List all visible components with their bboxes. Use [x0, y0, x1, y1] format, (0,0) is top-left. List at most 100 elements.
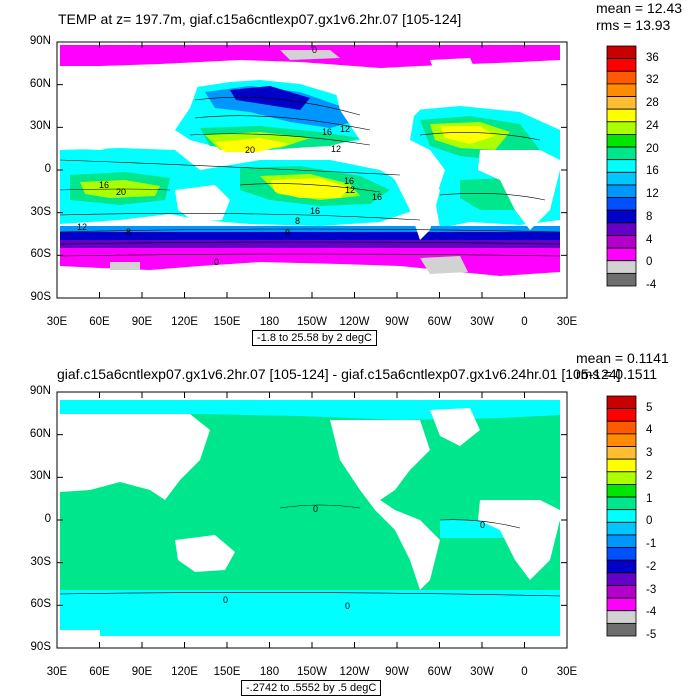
- colorbar-swatch: [606, 209, 637, 224]
- y-tick-label: 60N: [29, 427, 51, 440]
- x-tick-label: 60W: [427, 316, 452, 328]
- y-tick-label: 90N: [29, 35, 51, 47]
- y-tick-label: 30N: [29, 120, 51, 133]
- contour-label: 0: [312, 45, 317, 55]
- colorbar-swatch: [606, 146, 637, 161]
- colorbar-label: -5: [646, 629, 657, 641]
- colorbar-label: 20: [646, 142, 659, 155]
- colorbar-label: 28: [646, 97, 659, 110]
- colorbar-swatch: [606, 121, 637, 135]
- y-tick-label: 0: [44, 513, 51, 525]
- contour-label: 12: [77, 222, 87, 232]
- colorbar-label: 3: [646, 447, 653, 460]
- x-tick-label: 180: [259, 666, 280, 678]
- x-tick-label: 90E: [131, 316, 153, 328]
- panel1-map: [57, 42, 567, 298]
- colorbar-label: 0: [646, 515, 653, 528]
- colorbar-swatch: [606, 622, 637, 637]
- x-tick-label: 60W: [427, 666, 452, 678]
- colorbar-label: 4: [646, 424, 653, 437]
- colorbar-swatch: [606, 484, 637, 498]
- colorbar-swatch: [606, 496, 637, 511]
- colorbar-swatch: [606, 597, 637, 612]
- y-tick-label: 30S: [30, 205, 51, 218]
- x-tick-label: 0: [521, 666, 528, 678]
- contour-label: 12: [331, 144, 341, 154]
- colorbar-swatch: [606, 171, 637, 186]
- contour-label: 0: [345, 601, 350, 611]
- x-tick-label: 30E: [556, 666, 578, 678]
- x-tick-label: 0: [521, 316, 528, 328]
- colorbar-swatch: [606, 547, 637, 561]
- colorbar-swatch: [606, 509, 637, 523]
- x-tick-label: 30E: [556, 316, 578, 328]
- colorbar-label: -3: [646, 583, 657, 596]
- colorbar-swatch: [606, 534, 637, 548]
- colorbar-swatch: [606, 585, 637, 599]
- land-greenland: [430, 58, 480, 96]
- colorbar-label: 0: [646, 256, 653, 269]
- contour-label: 20: [116, 187, 126, 197]
- colorbar-label: 12: [646, 188, 659, 201]
- colorbar-label: 2: [646, 469, 653, 482]
- panel1-title: TEMP at z= 197.7m, giaf.c15a6cntlexp07.g…: [58, 11, 462, 27]
- panel1-rms: rms = 13.93: [596, 17, 671, 33]
- x-tick-label: 180: [259, 316, 280, 328]
- colorbar-swatch: [606, 159, 637, 173]
- x-tick-label: 30W: [470, 316, 494, 328]
- x-tick-label: 60E: [89, 666, 110, 678]
- x-tick-label: 120E: [171, 316, 198, 328]
- colorbar-label: 1: [646, 492, 653, 505]
- x-tick-label: 120W: [339, 666, 370, 678]
- contour-label: 16: [310, 206, 320, 216]
- colorbar-swatch: [606, 610, 637, 624]
- tropical-band: [60, 148, 415, 226]
- x-tick-label: 150E: [213, 316, 241, 328]
- contour-label: 16: [344, 176, 354, 186]
- x-tick-label: 90W: [385, 316, 409, 328]
- panel1-mean: mean = 12.43: [596, 0, 683, 16]
- panel2-contour-labels: 0 0 0 0: [223, 504, 485, 611]
- colorbar-swatch: [606, 395, 637, 410]
- contour-label: 8: [295, 216, 300, 226]
- contour-label: 0: [223, 595, 228, 605]
- x-tick-label: 150W: [296, 316, 328, 328]
- colorbar-swatch: [606, 521, 637, 536]
- colorbar-swatch: [606, 408, 637, 422]
- contour-label: 8: [126, 227, 131, 237]
- colorbar-label: -4: [646, 606, 657, 619]
- contour-label: 16: [99, 180, 109, 190]
- colorbar-label: 32: [646, 74, 659, 87]
- land-asia: [60, 66, 200, 150]
- colorbar-swatch: [606, 260, 637, 274]
- land-americas: [330, 68, 440, 240]
- y-tick-label: 90S: [30, 641, 51, 653]
- colorbar-swatch: [606, 45, 637, 60]
- contour-label: 0: [313, 504, 318, 514]
- panel1-contour-labels: 0 16 12 20 16 20 12 16 12 16 8 12 8 0 8 …: [77, 45, 382, 267]
- colorbar-swatch: [606, 247, 637, 262]
- colorbar-swatch: [606, 420, 637, 435]
- x-tick-label: 30W: [470, 666, 494, 678]
- colorbar-swatch: [606, 134, 637, 148]
- colorbar-label: 16: [646, 165, 659, 178]
- panel2-colorbar: [606, 395, 637, 637]
- colorbar-swatch: [606, 197, 637, 211]
- x-tick-label: 90W: [385, 666, 409, 678]
- y-tick-label: 90N: [29, 385, 51, 397]
- colorbar-swatch: [606, 235, 637, 249]
- colorbar-swatch: [606, 572, 637, 586]
- colorbar-swatch: [606, 184, 637, 198]
- colorbar-swatch: [606, 559, 637, 574]
- colorbar-label: 24: [646, 119, 659, 132]
- panel2-rms: rms = 0.1511: [576, 366, 658, 382]
- colorbar-swatch: [606, 108, 637, 123]
- x-tick-label: 30E: [46, 316, 68, 328]
- panel1-colorbar: [606, 45, 637, 287]
- colorbar-swatch: [606, 58, 637, 72]
- contour-label: 8: [285, 228, 290, 238]
- colorbar-swatch: [606, 70, 637, 85]
- colorbar-swatch: [606, 458, 637, 473]
- land-africa: [478, 150, 560, 230]
